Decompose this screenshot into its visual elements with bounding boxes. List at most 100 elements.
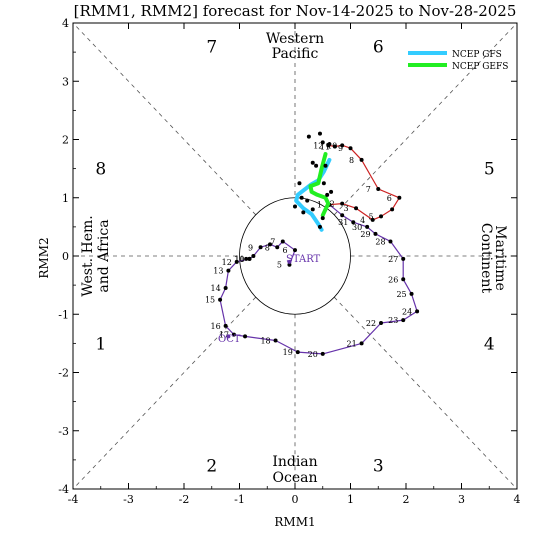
y-tick-label: -1 (58, 308, 69, 321)
ensemble-point (297, 181, 302, 186)
day-label: 18 (260, 336, 270, 345)
day-label: 17 (219, 331, 229, 340)
day-label: 4 (360, 216, 365, 225)
day-label: 7 (270, 237, 275, 246)
day-label: 19 (283, 348, 293, 357)
phase-label-1: 1 (95, 334, 106, 354)
day-label: 15 (205, 296, 215, 305)
x-tick-label: 3 (458, 493, 465, 506)
series-point (359, 341, 364, 346)
series-point (223, 323, 228, 328)
day-label: 7 (366, 185, 371, 194)
x-tick-label: 1 (347, 493, 354, 506)
series-line-observed-red (327, 144, 400, 221)
region-label-top-line1: Western (266, 31, 324, 47)
ensemble-point (305, 198, 310, 203)
day-label: 6 (387, 194, 392, 203)
start-point (287, 259, 292, 264)
series-point (365, 224, 370, 229)
day-label: 21 (347, 339, 357, 348)
day-label: 6 (282, 246, 287, 255)
ensemble-point (325, 192, 330, 197)
day-label: 2 (330, 200, 335, 209)
series-point (218, 297, 223, 302)
ensemble-point (317, 224, 322, 229)
x-axis-label: RMM1 (274, 515, 315, 529)
ensemble-point (310, 160, 315, 165)
y-tick-label: -4 (58, 483, 69, 496)
day-label: 29 (360, 230, 370, 239)
series-point (273, 338, 278, 343)
legend-label-gfs: NCEP GFS (452, 50, 502, 60)
day-label: 5 (368, 212, 373, 221)
ensemble-point (321, 181, 326, 186)
day-label: 23 (388, 316, 398, 325)
ensemble-point (306, 134, 311, 139)
y-tick-label: 4 (62, 17, 69, 30)
x-tick-label: -1 (234, 493, 245, 506)
series-point (231, 332, 236, 337)
ensemble-point (314, 163, 319, 168)
y-tick-label: 1 (62, 192, 69, 205)
series-point (390, 207, 395, 212)
series-point (379, 214, 384, 219)
series-point (359, 157, 364, 162)
day-label: 3 (344, 204, 349, 213)
series-point (376, 187, 381, 192)
series-point (340, 213, 345, 218)
ensemble-point (317, 131, 322, 136)
phase-label-7: 7 (206, 37, 217, 57)
phase-label-3: 3 (373, 457, 384, 477)
series-point (320, 351, 325, 356)
y-axis-label: RMM2 (37, 237, 51, 278)
region-label-right-line1: Maritime (492, 225, 508, 291)
series-point (226, 268, 231, 273)
series-line-ncep-gfs (294, 157, 332, 232)
series-point (251, 254, 256, 258)
series-point (401, 277, 406, 282)
ensemble-point (320, 216, 325, 221)
day-label: 30 (352, 223, 362, 232)
day-label: 16 (211, 322, 221, 331)
series-point (280, 239, 285, 244)
x-tick-label: 0 (292, 493, 299, 506)
day-label: 9 (338, 144, 343, 153)
day-label: 22 (366, 319, 376, 328)
day-label: 11 (234, 255, 244, 264)
y-tick-label: 3 (62, 75, 69, 88)
day-label: 8 (349, 156, 354, 165)
day-label: 10 (327, 141, 337, 150)
region-label-top-line2: Pacific (272, 46, 319, 62)
chart-title: [RMM1, RMM2] forecast for Nov-14-2025 to… (74, 2, 517, 20)
day-label: 14 (211, 284, 221, 293)
y-tick-label: 0 (62, 250, 69, 263)
series-point (293, 248, 297, 253)
day-label: 12 (222, 258, 232, 267)
x-tick-label: 2 (403, 493, 410, 506)
day-label: 9 (248, 243, 253, 252)
day-label: 5 (277, 261, 282, 270)
day-label: 28 (375, 237, 385, 246)
region-label-left-line2: and Africa (96, 219, 112, 292)
ensemble-point (293, 204, 297, 209)
region-label-bottom-line2: Ocean (273, 470, 318, 486)
region-label-right-line2: Continent (478, 223, 494, 294)
ensemble-point (310, 207, 315, 212)
series-point (275, 245, 280, 250)
region-label-left-line1: West. Hem. (80, 215, 96, 296)
series-point (409, 291, 414, 296)
series-point (332, 144, 337, 149)
phase-label-8: 8 (95, 160, 106, 180)
x-tick-label: -3 (123, 493, 134, 506)
day-label: 25 (396, 290, 406, 299)
series-point (348, 146, 353, 151)
region-label-bottom-line1: Indian (272, 454, 317, 470)
series-point (243, 334, 248, 339)
series-point (247, 256, 252, 261)
series-point (223, 286, 228, 291)
day-label: 1 (317, 201, 322, 210)
